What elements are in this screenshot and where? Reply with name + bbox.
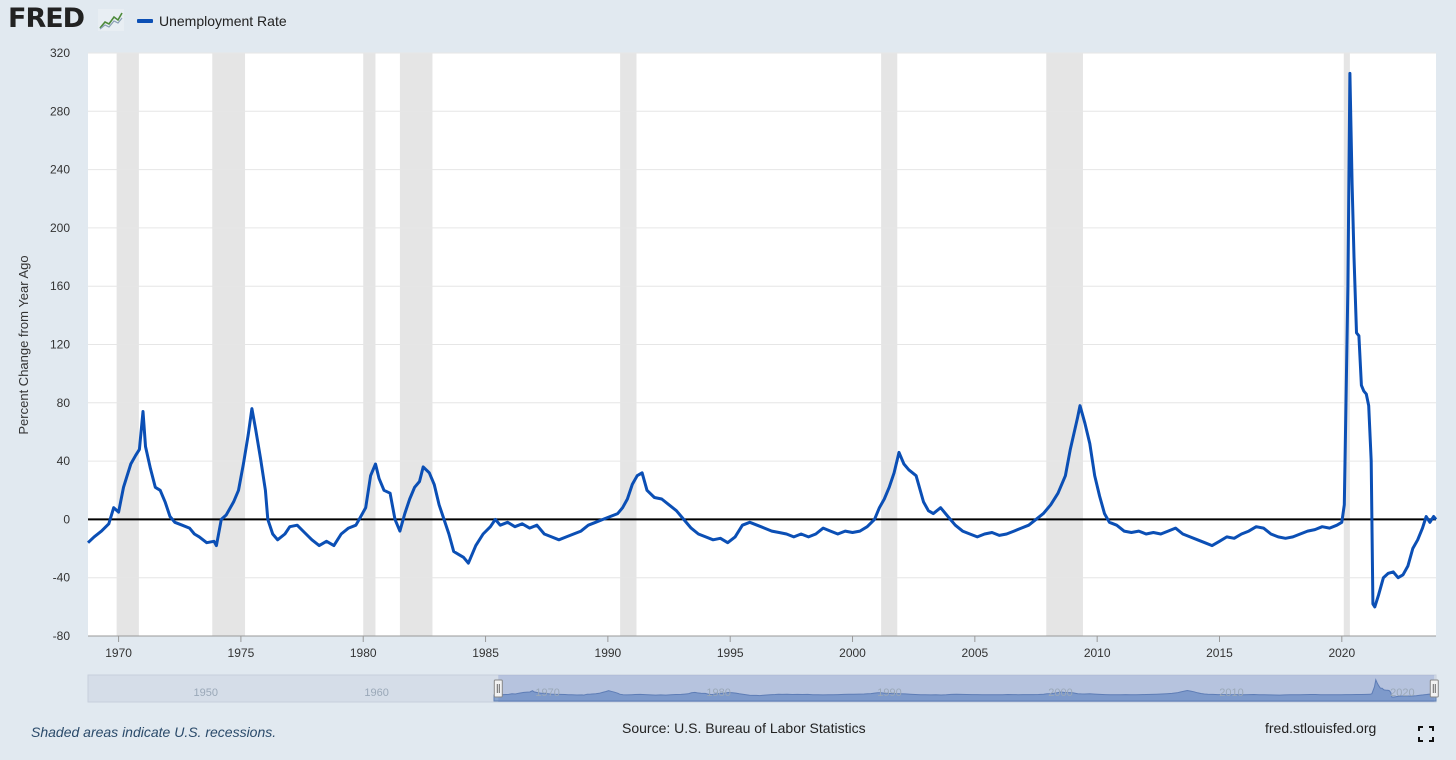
- x-tick-label: 1990: [595, 646, 622, 660]
- y-tick-label: -80: [53, 629, 71, 643]
- navigator-tick-label: 2010: [1219, 687, 1243, 699]
- x-tick-label: 1980: [350, 646, 377, 660]
- x-tick-label: 2000: [839, 646, 866, 660]
- x-tick-label: 1985: [472, 646, 499, 660]
- x-tick-label: 1975: [228, 646, 255, 660]
- y-axis-ticks: -80 -40 0 40 80 120 160 200 240 280 320: [50, 46, 70, 643]
- navigator-tick-label: 1950: [193, 687, 217, 699]
- chart-line-icon: [98, 9, 124, 31]
- fullscreen-icon[interactable]: [1418, 726, 1434, 742]
- y-tick-label: 320: [50, 46, 70, 60]
- fred-logo[interactable]: FRED: [8, 3, 85, 34]
- y-tick-label: 120: [50, 338, 70, 352]
- y-axis-label: Percent Change from Year Ago: [16, 255, 31, 434]
- y-tick-label: 280: [50, 104, 70, 118]
- x-tick-label: 2010: [1084, 646, 1111, 660]
- navigator-tick-label: 1990: [877, 687, 901, 699]
- navigator-tick-label: 1960: [364, 687, 388, 699]
- legend-swatch: [137, 19, 153, 23]
- x-tick-label: 2015: [1206, 646, 1233, 660]
- navigator-tick-label: 1970: [535, 687, 559, 699]
- recession-note: Shaded areas indicate U.S. recessions.: [31, 724, 277, 740]
- navigator-tick-label: 2020: [1390, 687, 1414, 699]
- series-lines: [86, 71, 1438, 609]
- y-tick-label: -40: [53, 571, 71, 585]
- x-axis-ticks: 1970 1975 1980 1985 1990 1995 2000 2005 2010 2015…: [88, 635, 1436, 660]
- y-tick-label: 0: [63, 512, 70, 526]
- range-navigator[interactable]: 1950 1960 1970 1980 1990 2000 2010 2020: [87, 674, 1439, 703]
- grid-lines: [88, 52, 1436, 637]
- navigator-handle[interactable]: [1429, 679, 1439, 698]
- navigator-tick-label: 2000: [1048, 687, 1072, 699]
- navigator-tick-label: 1980: [706, 687, 730, 699]
- fred-url-link[interactable]: fred.stlouisfed.org: [1265, 720, 1377, 736]
- series-line-unemployment-rate: [86, 71, 1438, 609]
- x-tick-label: 1970: [105, 646, 132, 660]
- y-tick-label: 160: [50, 279, 70, 293]
- navigator-handle[interactable]: [493, 679, 503, 698]
- top-bar: FRED Unemployment Rate: [0, 0, 1456, 44]
- x-tick-label: 1995: [717, 646, 744, 660]
- y-tick-label: 240: [50, 163, 70, 177]
- y-tick-label: 40: [57, 454, 71, 468]
- source-text: Source: U.S. Bureau of Labor Statistics: [622, 720, 866, 736]
- navigator-series: [493, 678, 1437, 702]
- x-tick-label: 2005: [961, 646, 988, 660]
- y-tick-label: 200: [50, 221, 70, 235]
- legend-label: Unemployment Rate: [159, 13, 287, 29]
- y-tick-label: 80: [57, 396, 71, 410]
- navigator-selection: [498, 675, 1435, 702]
- chart-legend[interactable]: Unemployment Rate: [137, 12, 287, 30]
- x-tick-label: 2020: [1328, 646, 1355, 660]
